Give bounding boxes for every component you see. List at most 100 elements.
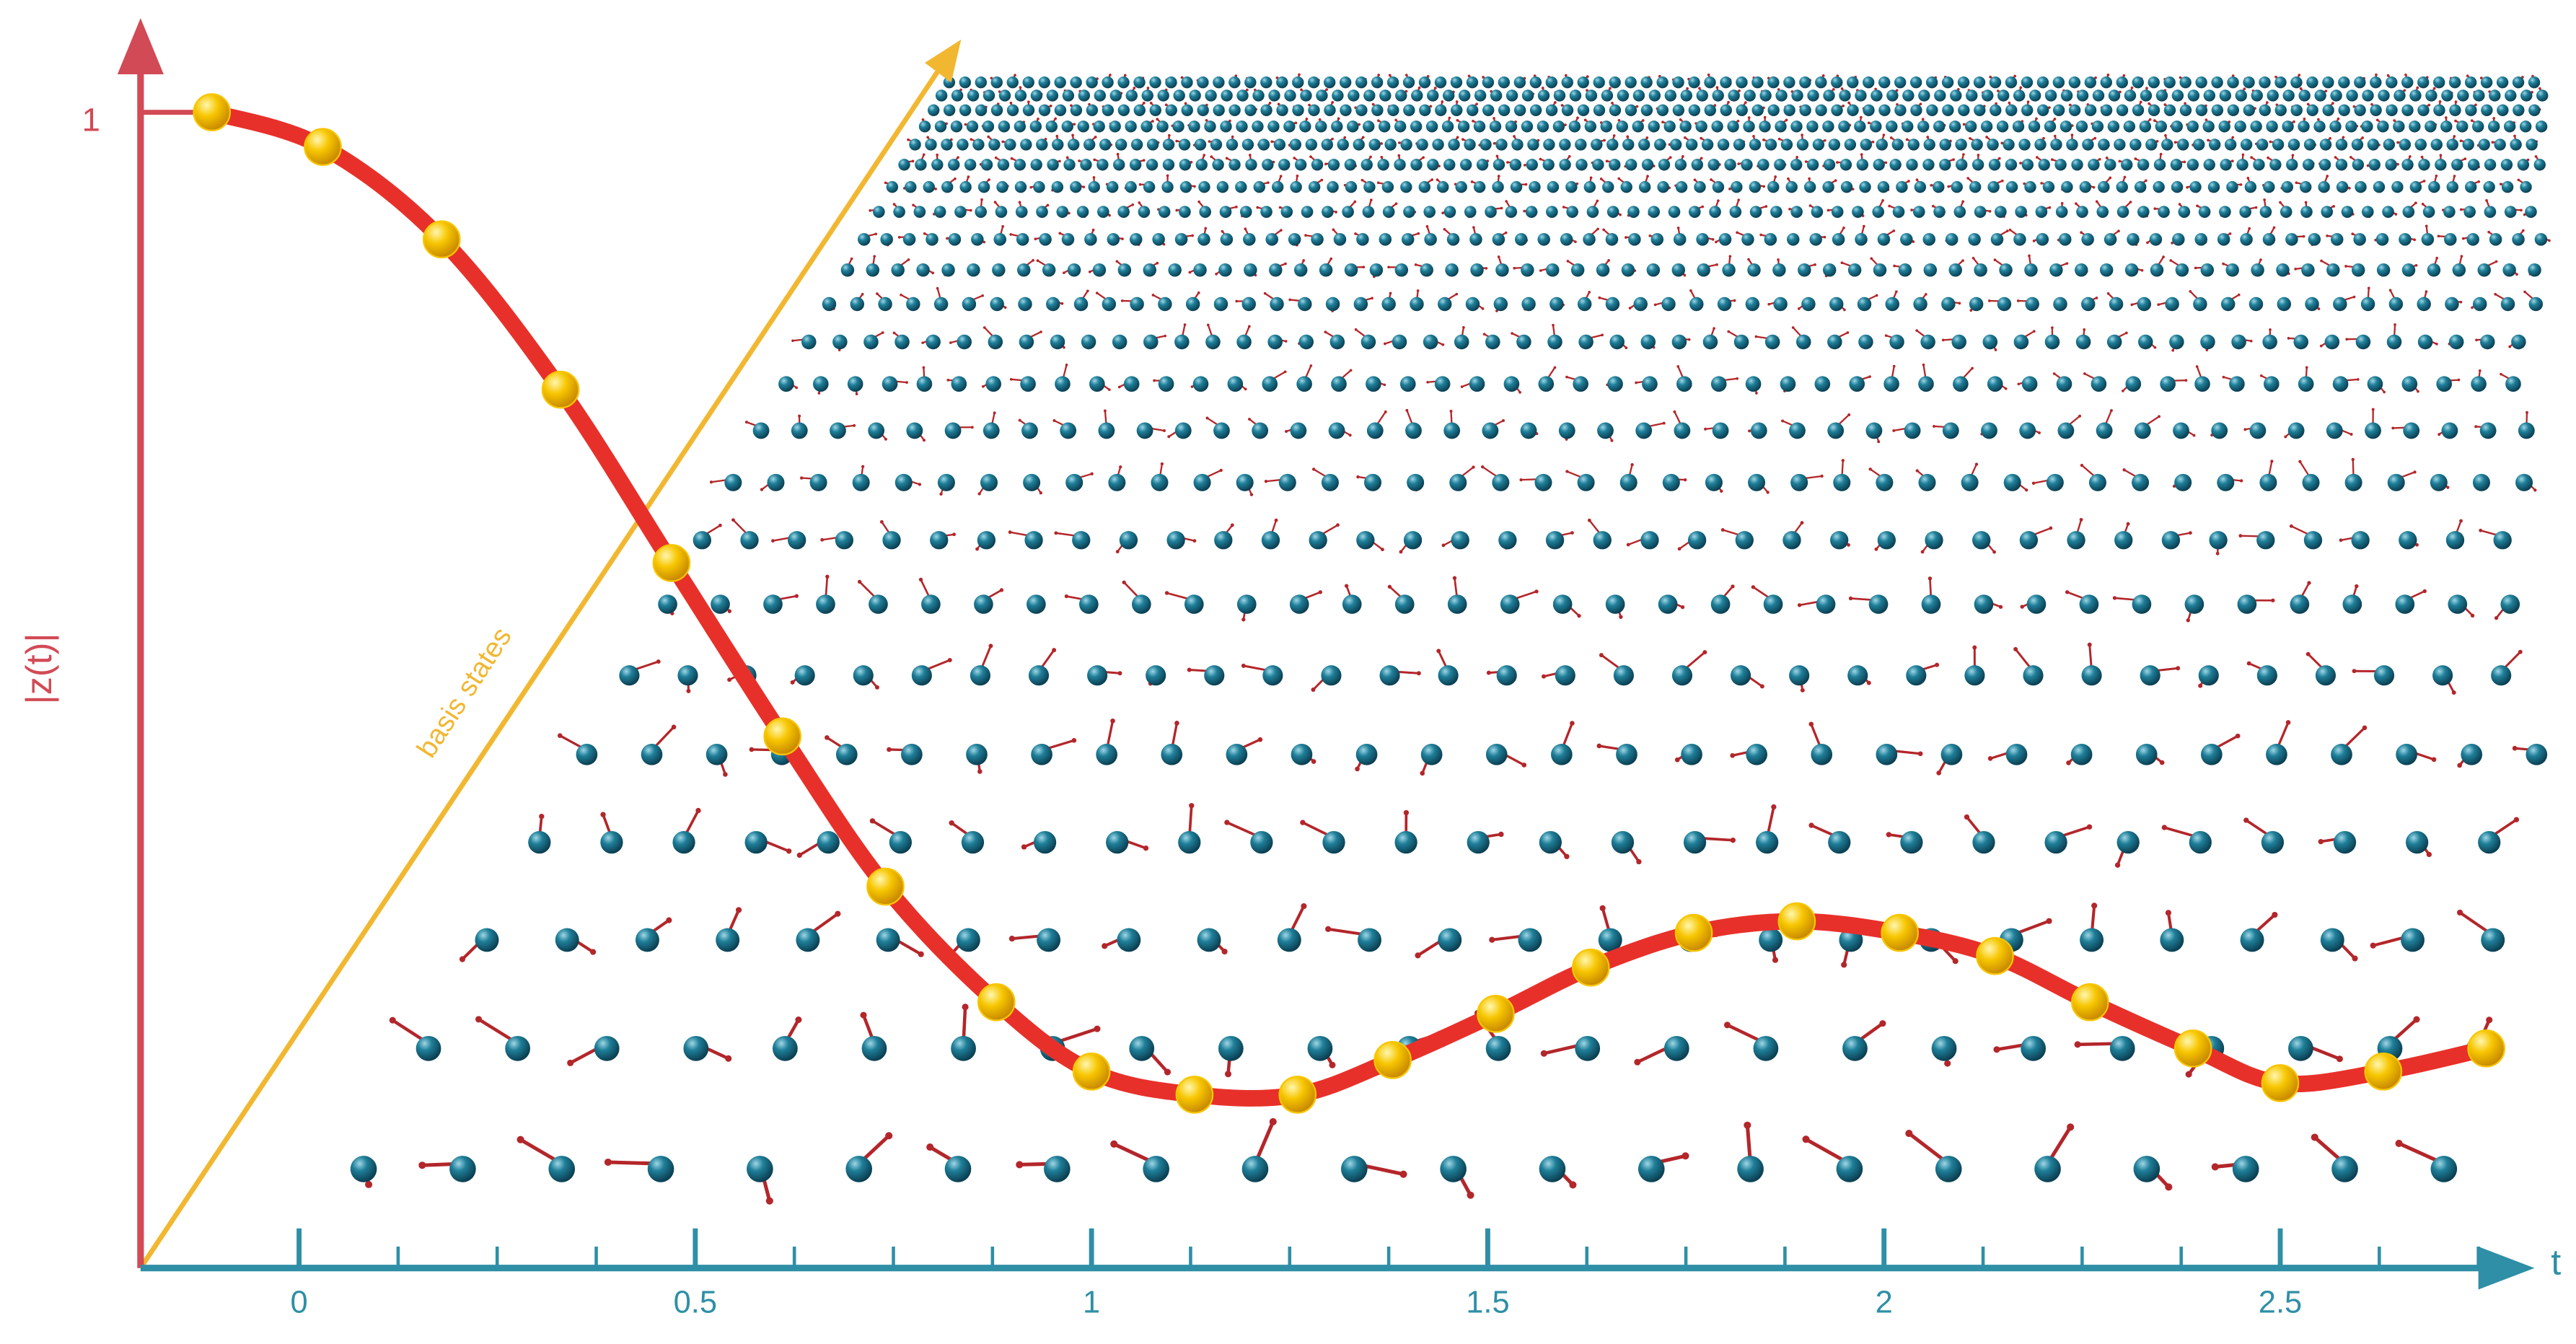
spin-arrow-head [1994,348,1997,351]
spin-arrow-head [2534,155,2538,158]
spin-ball [1117,263,1132,277]
spin-ball [1770,206,1782,218]
spin-ball [1244,263,1257,277]
spin-arrow-head [2038,431,2041,434]
spin-arrow-head [2334,156,2337,159]
spin-arrow-head [1191,234,1194,237]
spin-arrow-head [939,492,943,496]
spin-arrow-head [2094,76,2097,79]
spin-ball [1961,473,1979,491]
spin-ball [1815,104,1827,116]
spin-ball [1680,89,1692,102]
spin-arrow-head [1302,259,1305,262]
spin-ball [2333,830,2357,854]
spin-ball [2430,1156,2458,1182]
spin-arrow-head [1325,926,1332,932]
spin-arrow-head [718,523,722,527]
spin-ball [2303,531,2323,550]
spin-arrow-head [952,532,956,537]
spin-ball [2274,104,2287,116]
spin-arrow-head [1318,118,1322,121]
spin-ball [1858,334,1873,350]
spin-arrow-head [1115,260,1119,263]
spin-ball [861,1035,887,1061]
spin-ball [1997,297,2012,312]
spin-ball [971,233,984,246]
spin-arrow-head [2349,156,2352,159]
spin-ball [2218,120,2230,133]
spin-ball [1656,76,1669,89]
spin-ball [1593,76,1605,89]
spin-arrow-head [1318,590,1323,594]
spin-ball [1470,263,1484,277]
spin-ball [1015,206,1028,218]
spin-ball [1443,159,1456,171]
spin-arrow-head [2370,942,2376,949]
spin-ball [2467,159,2480,171]
spin-ball [2193,139,2205,151]
spin-ball [2354,76,2366,89]
spin-ball [1551,743,1573,765]
spin-ball [1205,334,1221,350]
spin-ball [858,233,871,246]
spin-arrow-head [1143,846,1149,851]
spin-arrow-head [2274,75,2277,79]
spin-arrow-head [2186,185,2189,189]
point [866,867,905,906]
spin-ball [1394,263,1409,277]
spin-ball [1902,89,1915,102]
spin-ball [1774,159,1786,171]
spin-arrow-head [798,414,801,418]
spin-ball [1280,206,1293,218]
spin-arrow-head [1823,235,1827,239]
spin-ball [1252,120,1264,133]
spin-arrow-head [1376,119,1380,122]
spin-ball [2494,139,2506,151]
spin-ball [2005,104,2018,116]
spin-arrow-head [2026,100,2030,104]
spin-arrow-head [1441,100,1444,103]
spin-ball [2360,297,2375,312]
spin-arrow-head [1304,234,1307,237]
spin-ball [944,422,962,439]
spin-arrow-head [1570,721,1575,726]
spin-arrow-head [1205,118,1208,122]
spin-ball [2195,104,2208,116]
spin-arrow-head [1797,603,1802,607]
spin-ball [1627,206,1640,218]
spin-ball [1276,104,1288,116]
spin-ball [1823,89,1835,102]
spin-ball [1193,473,1211,491]
spin-ball [1767,104,1780,116]
spin-arrow-head [2080,463,2084,467]
spin-ball [1900,830,1923,854]
spin-ball [1046,297,1060,312]
spin-arrow-head [2417,390,2419,393]
spin-arrow-head [1335,211,1337,214]
spin-arrow-head [2470,613,2475,618]
spin-ball [2044,89,2057,102]
spin-ball [1143,263,1156,277]
spin-ball [1892,206,1905,218]
spin-arrow-head [2383,390,2386,394]
spin-arrow-head [1008,936,1015,942]
spin-ball [2203,89,2216,102]
spin-ball [925,139,937,151]
spin-arrow-head [2165,1183,2173,1191]
spin-arrow-head [1840,87,1844,90]
spin-ball [977,181,990,193]
spin-arrow-head [1886,832,1892,838]
spin-ball [1701,139,1714,151]
spin-ball [2137,159,2150,171]
spin-ball [1790,159,1803,171]
spin-arrow-head [1269,1117,1277,1125]
spin-ball [2161,531,2181,550]
spin-arrow-head [2435,342,2438,346]
spin-ball [1424,233,1437,246]
spin-ball [1021,422,1038,439]
spin-ball [2200,743,2223,765]
spin-ball [2533,159,2546,171]
spin-arrow-head [2302,234,2305,238]
spin-ball [2335,139,2348,151]
spin-ball [1129,233,1143,246]
